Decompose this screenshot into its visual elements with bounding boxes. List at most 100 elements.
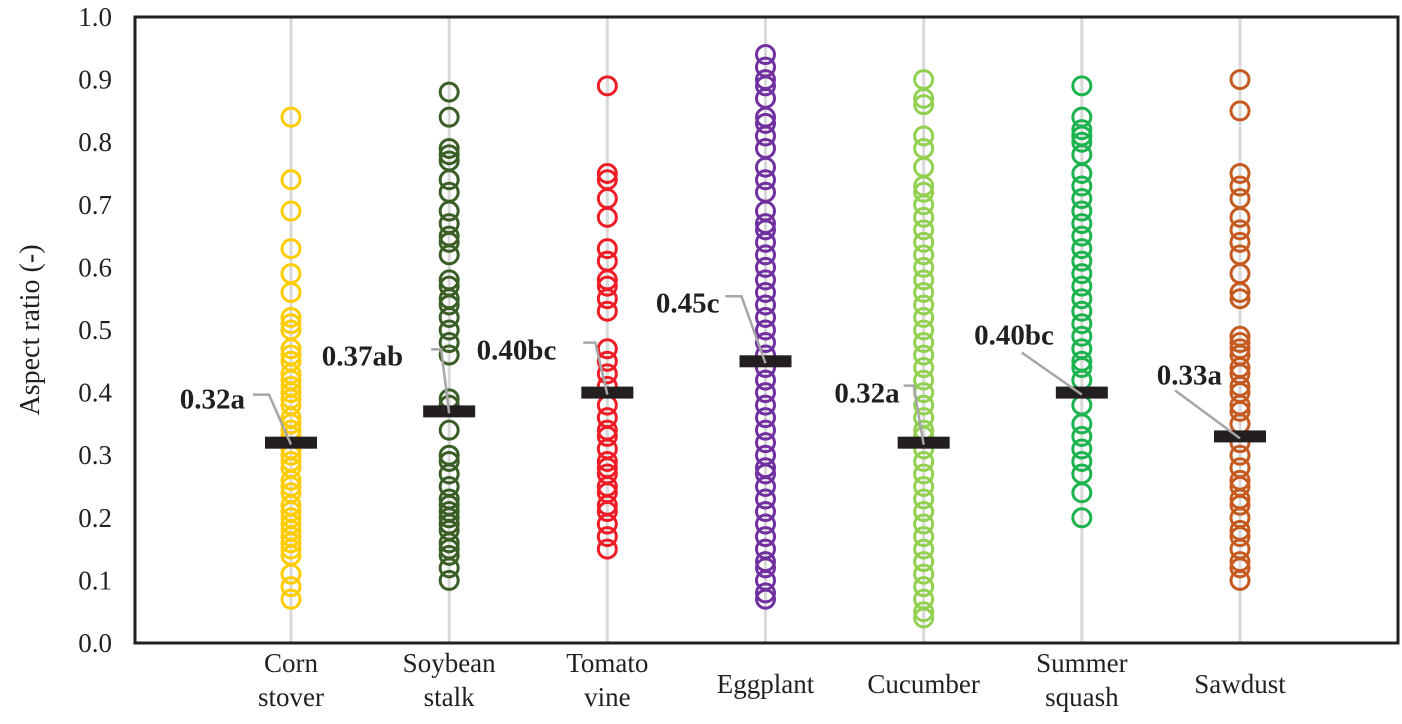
x-category-label: Sawdust [1194,669,1286,699]
data-point [913,194,935,216]
data-point [913,607,935,629]
series-summer-squash [1071,75,1093,529]
x-category-label: Corn [264,648,319,678]
data-point [913,357,935,379]
leader-line [903,384,925,445]
data-point [755,269,776,291]
data-point [1071,288,1093,310]
data-point [1229,494,1251,516]
x-category-label: squash [1045,682,1119,712]
y-tick-label: 1.0 [78,2,112,32]
x-category-label: Soybean [403,648,496,678]
mean-label: 0.33a [1157,359,1223,391]
data-point [1071,275,1093,297]
data-point [438,450,460,472]
data-point [913,319,935,341]
leader-line [1174,389,1241,440]
data-point [1071,263,1093,285]
mean-label: 0.37ab [322,340,403,372]
y-tick-label: 0.9 [78,65,112,95]
series-corn-stover [280,106,302,610]
data-point [913,206,935,228]
data-point [438,306,460,328]
data-point [280,538,302,560]
data-point [280,382,302,404]
data-point [1071,357,1093,379]
data-point [913,513,935,535]
data-point [438,319,460,341]
data-point [913,488,935,510]
data-point [280,106,302,128]
data-point [280,588,302,610]
data-point [1071,325,1093,347]
data-point [755,588,776,610]
x-category-label: Tomato [566,648,648,678]
mean-label: 0.32a [834,378,900,410]
data-point [1229,219,1251,241]
data-point [913,601,935,623]
data-point [755,294,776,316]
data-point [913,476,935,497]
data-point [596,513,618,535]
data-point [596,300,618,322]
data-point [755,319,776,341]
data-point [1071,425,1093,447]
leader-line [583,341,609,395]
data-point [755,488,776,510]
data-point [1229,206,1251,228]
data-point [755,75,776,97]
mean-labels: 0.32a 0.37ab 0.40bc 0.45c 0.32a 0.40bc 0.33a [180,287,1223,415]
data-point [1229,175,1251,197]
data-point [913,256,935,278]
data-point [596,425,618,447]
data-point [755,231,776,253]
data-point [438,532,460,554]
data-point [1071,188,1093,210]
x-category-label: Summer [1036,648,1128,678]
data-point [913,281,935,303]
data-point [755,501,776,523]
mean-label: 0.45c [656,287,720,319]
data-point [596,338,618,360]
x-category-label: Cucumber [867,669,979,699]
data-point [913,526,935,548]
data-point [280,169,302,191]
y-tick-label: 0.2 [78,503,112,533]
x-axis-category-labels: Corn stover Soybean stalk Tomato vine Eggplant… [258,648,1286,712]
data-point [1229,69,1251,91]
y-tick-label: 0.7 [78,190,112,220]
data-point [1071,313,1093,335]
data-point [913,219,935,241]
mean-label-leaders [253,295,1241,446]
data-point [280,281,302,303]
data-point [1229,557,1251,579]
mean-label: 0.40bc [477,335,557,367]
data-point [913,450,935,472]
data-point [1071,200,1093,222]
x-category-label: stover [258,682,324,712]
data-point [755,125,776,147]
plot-frame [133,15,1400,645]
y-tick-label: 0.3 [78,440,112,470]
data-point [755,394,776,416]
series-cucumber [913,69,935,629]
data-point [913,576,935,598]
data-point [755,281,776,303]
data-point [280,576,302,598]
data-point [755,169,776,191]
x-category-label: vine [584,682,631,712]
data-point [438,231,460,253]
data-point [1229,163,1251,184]
y-tick-label: 0.6 [78,252,112,282]
data-point [755,419,776,441]
data-point [1229,100,1251,122]
mean-label: 0.40bc [974,320,1054,352]
category-gridlines [289,17,1242,643]
data-point [596,526,618,548]
y-tick-label: 0.1 [78,565,112,595]
data-point [913,87,935,109]
data-point [1071,163,1093,184]
data-point [755,526,776,548]
data-point [280,200,302,222]
mean-label: 0.32a [180,384,246,416]
